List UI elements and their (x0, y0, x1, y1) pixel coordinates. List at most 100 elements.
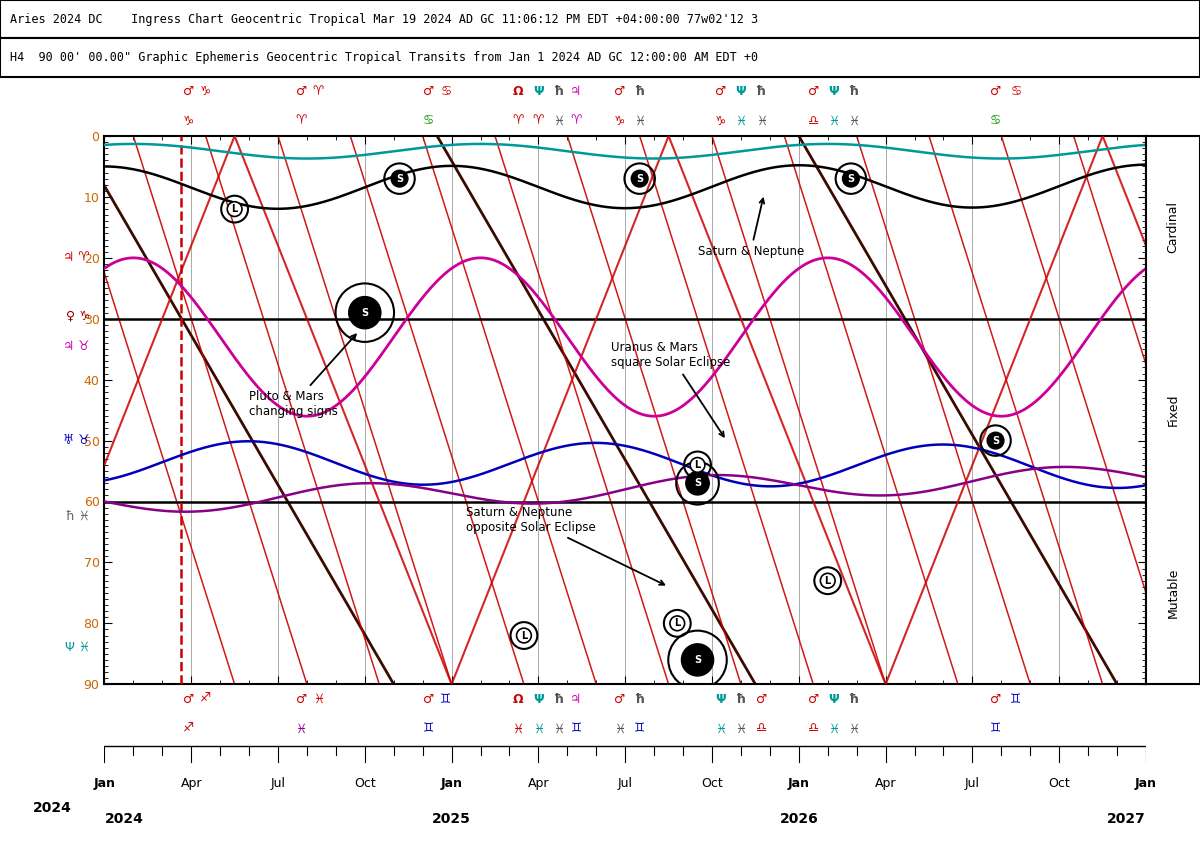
Text: Ψ: Ψ (533, 693, 544, 706)
Text: ♓: ♓ (828, 722, 839, 735)
Text: Jan: Jan (787, 777, 810, 790)
Text: Jan: Jan (440, 777, 462, 790)
Text: ♓: ♓ (634, 115, 646, 128)
Text: ♂: ♂ (295, 85, 307, 98)
Text: ♂: ♂ (613, 693, 625, 706)
Text: ħ: ħ (635, 85, 644, 98)
Ellipse shape (391, 170, 408, 187)
Text: 2024: 2024 (104, 812, 143, 826)
Text: ♑: ♑ (613, 115, 625, 128)
Text: Saturn & Neptune
opposite Solar Eclipse: Saturn & Neptune opposite Solar Eclipse (466, 506, 665, 585)
Text: ♈: ♈ (512, 115, 523, 128)
Text: Mutable: Mutable (1166, 568, 1180, 618)
Text: ♀ ♑: ♀ ♑ (66, 309, 90, 322)
Text: ♓: ♓ (313, 693, 324, 706)
Text: ♓: ♓ (828, 115, 839, 128)
Text: Jan: Jan (1135, 777, 1157, 790)
Text: ♂: ♂ (422, 693, 434, 706)
Ellipse shape (631, 170, 648, 187)
Ellipse shape (227, 201, 242, 217)
Text: Ω: Ω (512, 693, 523, 706)
Text: ♎: ♎ (808, 115, 818, 128)
Text: 2025: 2025 (432, 812, 472, 826)
Text: ♑: ♑ (200, 85, 211, 98)
Text: ♃: ♃ (570, 85, 582, 98)
Text: ħ ♓: ħ ♓ (66, 510, 90, 524)
Ellipse shape (349, 297, 380, 329)
Text: ♃ ♈: ♃ ♈ (64, 252, 90, 264)
Text: ♓: ♓ (295, 722, 307, 735)
Text: Ψ ♓: Ψ ♓ (65, 641, 90, 654)
Text: ♓: ♓ (848, 722, 859, 735)
Text: L: L (695, 460, 701, 470)
Text: ♓: ♓ (613, 722, 625, 735)
Text: Cardinal: Cardinal (1166, 201, 1180, 253)
Ellipse shape (686, 472, 709, 495)
Text: ♐: ♐ (182, 722, 194, 735)
Text: ♊: ♊ (990, 722, 1001, 735)
Text: ħ: ħ (553, 693, 564, 706)
Text: S: S (396, 173, 403, 184)
Ellipse shape (516, 628, 532, 643)
Ellipse shape (821, 573, 835, 588)
Text: S: S (992, 435, 1000, 445)
Text: Fixed: Fixed (1166, 394, 1180, 427)
Ellipse shape (670, 616, 685, 631)
Text: ♂: ♂ (756, 693, 767, 706)
Text: ħ: ħ (848, 85, 859, 98)
Text: ♓: ♓ (553, 722, 564, 735)
Text: ħ: ħ (756, 85, 766, 98)
Text: ♈: ♈ (570, 115, 582, 128)
Text: Apr: Apr (528, 777, 550, 790)
Text: Jul: Jul (965, 777, 980, 790)
Text: ♂: ♂ (808, 85, 818, 98)
Text: ♂: ♂ (808, 693, 818, 706)
Text: ♊: ♊ (422, 722, 434, 735)
Text: ♓: ♓ (553, 115, 564, 128)
Text: ♓: ♓ (736, 115, 746, 128)
Text: S: S (636, 173, 643, 184)
Ellipse shape (842, 170, 859, 187)
Text: ♊: ♊ (1010, 693, 1021, 706)
Text: 2027: 2027 (1108, 812, 1146, 826)
Text: Ψ: Ψ (828, 85, 839, 98)
Text: ħ: ħ (553, 85, 564, 98)
Text: ♈: ♈ (295, 115, 307, 128)
Text: Ψ: Ψ (736, 85, 746, 98)
Text: ♋: ♋ (440, 85, 451, 98)
Text: S: S (694, 654, 701, 665)
Text: ♂: ♂ (182, 693, 194, 706)
Text: ♃: ♃ (570, 693, 582, 706)
Text: ♋: ♋ (1010, 85, 1021, 98)
Text: ♊: ♊ (440, 693, 451, 706)
Text: ♈: ♈ (533, 115, 544, 128)
Text: Ψ: Ψ (828, 693, 839, 706)
Ellipse shape (690, 457, 704, 473)
Text: ♈: ♈ (313, 85, 324, 98)
Text: ♂: ♂ (715, 85, 726, 98)
Text: Jan: Jan (94, 777, 115, 790)
Ellipse shape (682, 643, 714, 676)
Text: Jul: Jul (618, 777, 632, 790)
Text: Ψ: Ψ (715, 693, 726, 706)
Text: L: L (824, 575, 830, 586)
Text: Ψ: Ψ (533, 85, 544, 98)
Ellipse shape (988, 432, 1004, 449)
Text: ♂: ♂ (990, 85, 1001, 98)
Text: ♐: ♐ (200, 693, 211, 706)
Text: ♋: ♋ (990, 115, 1001, 128)
Text: ♊: ♊ (570, 722, 582, 735)
Text: ♓: ♓ (512, 722, 523, 735)
Text: ♃ ♉: ♃ ♉ (64, 340, 90, 353)
Text: ♂: ♂ (422, 85, 434, 98)
Text: ♑: ♑ (182, 115, 194, 128)
Text: ♓: ♓ (848, 115, 859, 128)
Text: Pluto & Mars
changing signs: Pluto & Mars changing signs (250, 335, 356, 418)
Text: ♓: ♓ (715, 722, 726, 735)
Text: ♂: ♂ (182, 85, 194, 98)
Text: Jul: Jul (270, 777, 286, 790)
Text: ♂: ♂ (613, 85, 625, 98)
Text: 2026: 2026 (780, 812, 818, 826)
Text: S: S (361, 308, 368, 318)
Text: ħ: ħ (736, 693, 746, 706)
